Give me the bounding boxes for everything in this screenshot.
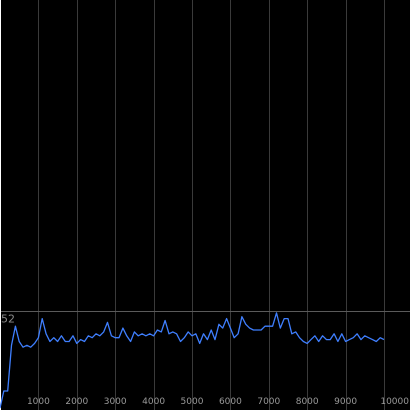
- x-tick-label-8000: 8000: [296, 397, 319, 407]
- x-tick-label-10000: 10000: [380, 397, 409, 407]
- series-line-0: [0, 312, 385, 409]
- x-tick-label-2000: 2000: [65, 397, 88, 407]
- x-tick-label-7000: 7000: [257, 397, 280, 407]
- x-tick-label-5000: 5000: [181, 397, 204, 407]
- grid-lines: [38, 0, 385, 410]
- x-tick-label-1000: 1000: [27, 397, 50, 407]
- x-tick-label-3000: 3000: [104, 397, 127, 407]
- x-tick-label-4000: 4000: [142, 397, 165, 407]
- series-group: [0, 312, 385, 409]
- reference-line-group: 52: [0, 311, 410, 326]
- x-tick-labels: 1000 2000 3000 4000 5000 6000 7000 8000 9000 1000…: [27, 397, 409, 407]
- x-tick-label-9000: 9000: [334, 397, 357, 407]
- reference-line-label: 52: [1, 313, 15, 326]
- x-tick-label-6000: 6000: [219, 397, 242, 407]
